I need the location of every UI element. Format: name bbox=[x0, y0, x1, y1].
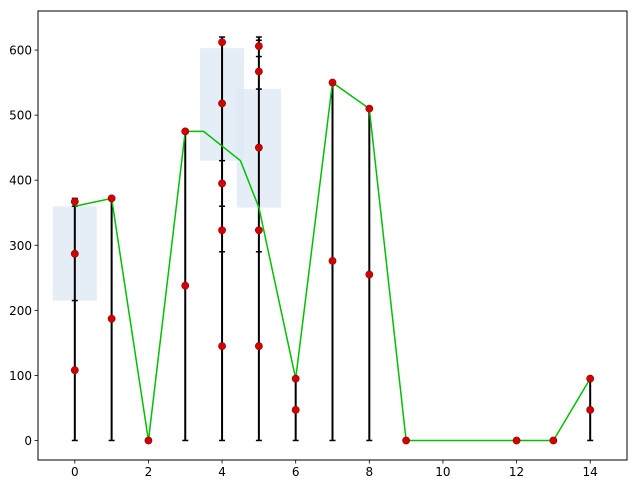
y-tick-label-2: 200 bbox=[9, 304, 32, 318]
data-point-15 bbox=[254, 143, 263, 152]
data-point-9 bbox=[218, 226, 226, 235]
y-tick-label-4: 400 bbox=[9, 174, 32, 188]
data-point-24 bbox=[402, 436, 411, 445]
data-point-23 bbox=[365, 104, 374, 113]
x-tick-label-6: 12 bbox=[509, 465, 524, 479]
data-point-19 bbox=[291, 374, 300, 383]
x-tick-label-3: 6 bbox=[292, 465, 300, 479]
data-point-11 bbox=[218, 99, 226, 108]
data-point-20 bbox=[328, 256, 337, 265]
data-point-0 bbox=[70, 366, 79, 375]
data-point-1 bbox=[70, 249, 79, 258]
data-point-12 bbox=[218, 38, 226, 47]
data-point-25 bbox=[512, 436, 521, 445]
data-point-13 bbox=[254, 342, 263, 351]
y-tick-label-1: 100 bbox=[9, 369, 32, 383]
x-tick-label-7: 14 bbox=[583, 465, 598, 479]
data-point-2 bbox=[70, 197, 79, 206]
data-point-28 bbox=[586, 374, 595, 383]
data-point-8 bbox=[218, 342, 226, 351]
x-tick-label-1: 2 bbox=[145, 465, 153, 479]
data-point-3 bbox=[107, 314, 116, 323]
points-layer bbox=[70, 38, 595, 445]
data-point-4 bbox=[107, 194, 116, 203]
x-tick-label-5: 10 bbox=[435, 465, 450, 479]
series-line bbox=[74, 81, 591, 442]
y-axis: 0 100 200 300 400 500 600 bbox=[9, 44, 38, 448]
data-point-6 bbox=[181, 281, 190, 290]
data-point-22 bbox=[365, 270, 374, 279]
data-point-7 bbox=[181, 127, 190, 136]
data-point-14 bbox=[254, 226, 263, 235]
data-point-21 bbox=[328, 78, 337, 87]
data-point-16 bbox=[254, 67, 263, 76]
x-axis: 0 2 4 6 8 10 12 14 bbox=[71, 460, 598, 479]
data-point-26 bbox=[549, 436, 558, 445]
y-tick-label-6: 600 bbox=[9, 44, 32, 58]
y-tick-label-3: 300 bbox=[9, 239, 32, 253]
data-point-5 bbox=[144, 436, 153, 445]
x-tick-label-2: 4 bbox=[218, 465, 226, 479]
data-point-10 bbox=[218, 179, 226, 188]
plot-frame bbox=[37, 10, 628, 461]
x-tick-label-0: 0 bbox=[71, 465, 79, 479]
y-tick-label-5: 500 bbox=[9, 109, 32, 123]
line-layer bbox=[74, 81, 591, 442]
y-tick-label-0: 0 bbox=[24, 434, 32, 448]
data-point-17 bbox=[254, 42, 263, 51]
x-tick-label-4: 8 bbox=[365, 465, 373, 479]
data-point-18 bbox=[291, 405, 300, 414]
data-point-27 bbox=[586, 405, 595, 414]
